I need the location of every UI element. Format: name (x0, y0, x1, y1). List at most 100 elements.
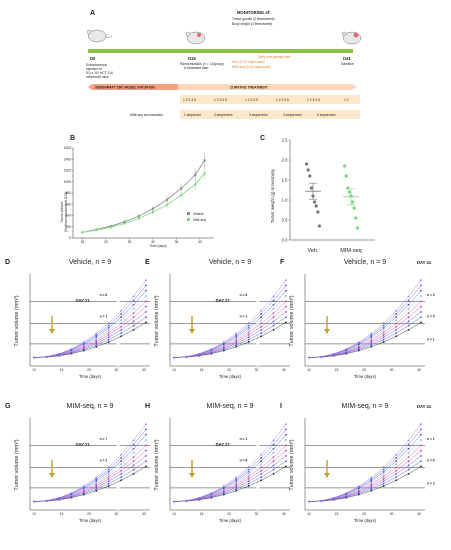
tumor-point (260, 316, 263, 319)
tumor-point (285, 310, 287, 313)
tumor-point (395, 322, 398, 325)
chart-b-point (203, 172, 206, 175)
tumor-point (407, 443, 410, 446)
chart-b-ytick-label: 600 (65, 202, 71, 206)
xtick-label: 30 (390, 368, 394, 372)
tumor-point (345, 492, 348, 494)
xtick-label: 30 (115, 368, 119, 372)
chart-c-ytick-label: 0.0 (282, 237, 288, 242)
tumor-point (407, 452, 410, 454)
treatment-arrow-head (189, 329, 195, 334)
tumor-curve (308, 322, 422, 358)
tumor-point (235, 344, 238, 347)
chart-b-point (151, 207, 155, 210)
chart-b-point (137, 214, 140, 218)
tumor-point (185, 499, 188, 502)
tumor-point (407, 472, 410, 475)
panel-ylabel: Tumor volume (mm³) (14, 295, 20, 346)
tumor-point (382, 470, 385, 473)
tumor-point (145, 305, 147, 308)
chart-b-point (95, 228, 98, 232)
tumor-point (132, 295, 135, 298)
tumor-point (370, 340, 373, 343)
panel-title: MIM-seq, n = 9 (342, 403, 389, 410)
tumor-point (70, 348, 73, 350)
tumor-point (247, 470, 250, 473)
n-label: n = 8 (240, 293, 248, 297)
tumor-point (395, 463, 398, 466)
tumor-point (260, 319, 263, 322)
tumor-point (235, 486, 238, 489)
tumor-point (120, 313, 123, 315)
tumor-point (395, 332, 398, 335)
tumor-point (235, 489, 238, 492)
tumor-point (272, 303, 275, 306)
tumor-point (235, 481, 238, 484)
tumor-point (420, 444, 422, 447)
tumor-point (145, 279, 147, 282)
tumor-point (95, 489, 98, 492)
tumor-point (370, 332, 373, 335)
tumor-point (357, 341, 360, 344)
tumor-point (197, 496, 200, 499)
tumor-point (235, 337, 238, 340)
tumor-curve (308, 280, 422, 358)
arrow-treatment (178, 84, 357, 90)
tumor-curve (33, 280, 147, 358)
tumor-point (272, 447, 275, 450)
chart-c-cat-mimseq: MIM-seq (340, 248, 361, 254)
xtick-label: 30 (255, 512, 259, 516)
tumor-point (222, 341, 225, 344)
tumor-point (420, 316, 422, 319)
chart-c-point (343, 164, 347, 168)
spaghetti-panel-g: G MIM-seq, n = 9 Tumor volume (mm³) Time (d… (5, 403, 150, 523)
tumor-point (395, 325, 398, 328)
panel-day-label: DAY 27 (216, 442, 231, 447)
panel-b: B 15 20 25 30 35 4002004006008001000120014001… (60, 135, 214, 248)
tumor-curve (308, 455, 422, 502)
treatment-arrow-head (324, 329, 330, 334)
tumor-point (370, 489, 373, 492)
tumor-point (107, 334, 110, 336)
tumor-point (272, 295, 275, 298)
legend-vehicle: Vehicle (193, 212, 204, 216)
tumor-point (260, 479, 263, 482)
tumor-point (370, 344, 373, 347)
tumor-point (407, 468, 410, 471)
tumor-point (235, 332, 238, 335)
seq-1: 1 2 3 4 5 (183, 98, 196, 102)
panel-b-letter: B (70, 135, 75, 142)
tumor-point (82, 485, 85, 488)
tumor-point (407, 456, 410, 459)
tumor-point (235, 488, 238, 491)
tumor-curve (308, 311, 422, 358)
tumor-point (407, 295, 410, 298)
tumor-point (120, 453, 123, 456)
tumor-point (132, 447, 135, 450)
tumor-point (285, 289, 287, 292)
tumor-point (247, 341, 250, 343)
chart-c-point (308, 174, 312, 178)
xtick-label: 40 (142, 368, 146, 372)
chart-b-xlabel: Time (days) (149, 244, 166, 248)
tumor-point (407, 464, 410, 467)
tumor-point (235, 478, 238, 481)
chart-c-ytick-label: 2.5 (282, 137, 288, 142)
tumor-point (120, 309, 123, 312)
tumor-point (247, 475, 250, 478)
tumor-point (260, 309, 263, 312)
chart-b-ytick-label: 1600 (64, 146, 72, 150)
tumor-point (95, 478, 98, 481)
tumor-point (260, 469, 263, 472)
tumor-point (132, 456, 135, 459)
d41-label: D41 (343, 56, 351, 61)
tumor-point (145, 460, 147, 463)
mouse-d15-icon (185, 31, 206, 45)
tumor-point (420, 460, 422, 463)
d15-description-1: Randomization (n = 12/group) (180, 62, 224, 66)
tumor-point (420, 439, 422, 441)
panel-c: C 0.0 0.5 1.0 1.5 2.0 2.5 Tumor weight (g) at… (260, 135, 375, 254)
panel-ylabel: Tumor volume (mm³) (14, 439, 20, 490)
tumor-point (247, 478, 250, 480)
